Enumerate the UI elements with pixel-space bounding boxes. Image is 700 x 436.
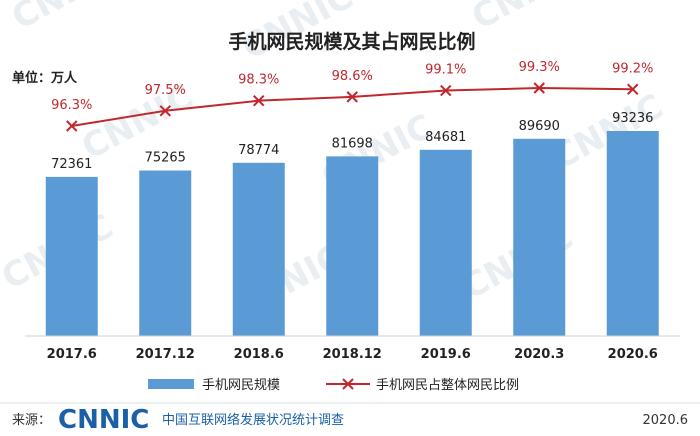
bar-value-label: 81698: [332, 136, 373, 151]
ratio-marker: [533, 82, 545, 94]
x-tick-label: 2020.6: [608, 347, 658, 362]
x-tick-label: 2017.12: [136, 347, 195, 362]
chart-title: 手机网民规模及其占网民比例: [228, 30, 475, 53]
footer-date: 2020.6: [643, 413, 689, 428]
footer-source-label: 来源：: [12, 413, 51, 428]
x-tick-label: 2019.6: [421, 347, 471, 362]
bar: [45, 176, 98, 336]
cnnic-logo: CNNIC: [58, 405, 149, 435]
bar-series: [45, 131, 659, 336]
ratio-marker: [66, 120, 78, 132]
x-tick-label: 2020.3: [514, 347, 564, 362]
ratio-value-label: 99.1%: [425, 63, 466, 78]
ratio-marker: [627, 83, 639, 95]
bar: [419, 149, 472, 336]
x-tick-label: 2018.12: [323, 347, 382, 362]
watermark-text: CNNIC: [5, 0, 129, 38]
watermark-text: CNNIC: [465, 0, 589, 38]
bar: [232, 162, 285, 336]
ratio-value-label: 98.6%: [332, 69, 373, 84]
bar-value-label: 78774: [238, 143, 279, 158]
bar: [326, 156, 379, 336]
ratio-value-label: 99.3%: [519, 60, 560, 75]
x-axis-ticks: 2017.6 2017.12 2018.6 2018.12 2019.6 2020.3 20…: [47, 347, 658, 362]
bar-value-label: 72361: [51, 157, 92, 172]
legend-swatch-bar: [148, 379, 194, 389]
legend-label-bar: 手机网民规模: [202, 378, 280, 393]
legend-swatch-marker: [342, 378, 354, 390]
bar-value-label: 93236: [612, 111, 653, 126]
bar: [606, 131, 659, 336]
unit-label: 单位：万人: [12, 70, 78, 86]
legend: 手机网民规模 手机网民占整体网民比例: [148, 378, 519, 393]
ratio-marker: [346, 91, 358, 103]
ratio-value-labels: 96.3% 97.5% 98.3% 98.6% 99.1% 99.3% 99.2%: [51, 60, 653, 113]
ratio-value-label: 99.2%: [612, 61, 653, 76]
footer-org-text: 中国互联网络发展状况统计调查: [162, 412, 344, 428]
ratio-marker: [253, 94, 265, 107]
ratio-marker: [159, 105, 171, 117]
x-tick-label: 2018.6: [234, 347, 284, 362]
ratio-value-label: 98.3%: [238, 73, 279, 88]
legend-label-line: 手机网民占整体网民比例: [376, 378, 519, 393]
ratio-value-label: 97.5%: [145, 83, 186, 98]
bar: [513, 138, 566, 336]
ratio-markers: [66, 82, 639, 132]
x-tick-label: 2017.6: [47, 347, 97, 362]
bar-value-label: 89690: [519, 119, 560, 134]
bar: [139, 170, 192, 336]
ratio-marker: [440, 84, 452, 97]
bar-value-label: 84681: [425, 130, 466, 145]
ratio-value-label: 96.3%: [51, 98, 92, 113]
bar-value-labels: 72361 75265 78774 81698 84681 89690 93236: [51, 111, 653, 172]
bar-value-label: 75265: [145, 151, 186, 166]
